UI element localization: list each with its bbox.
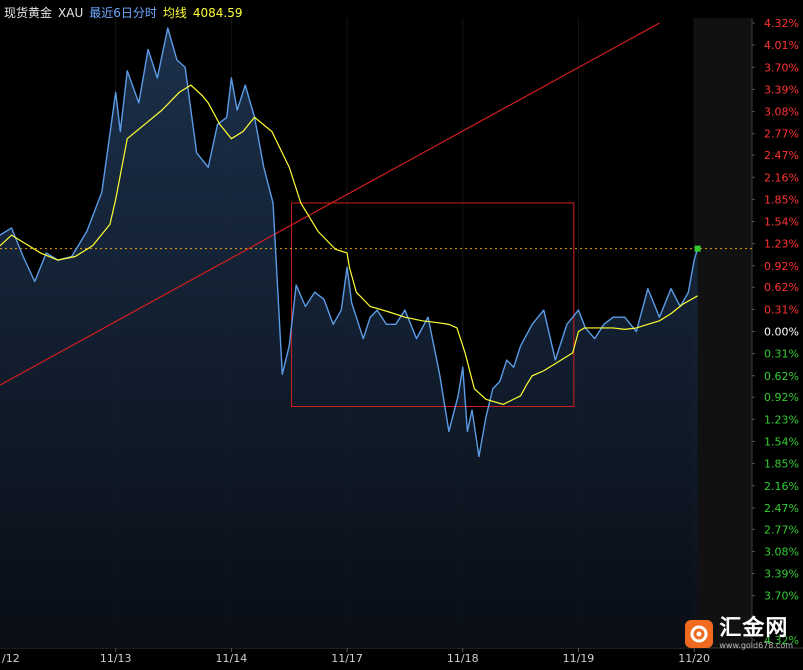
y-tick-label: 1.23% <box>764 413 799 426</box>
y-tick-label: 2.77% <box>764 523 799 536</box>
x-tick-label: 11/14 <box>216 652 248 665</box>
logo-name: 汇金网 <box>719 616 789 641</box>
last-price-marker <box>694 245 701 252</box>
logo-url: www.gold678.com <box>719 641 793 650</box>
y-tick-label: 0.92% <box>764 391 799 404</box>
y-tick-label: 0.31% <box>764 303 799 316</box>
x-tick-label: 11/17 <box>331 652 363 665</box>
instrument-name: 现货黄金 <box>4 6 53 20</box>
ma-label: 均线 <box>162 6 187 20</box>
logo-icon <box>685 620 714 648</box>
y-tick-label: 0.00% <box>764 326 799 339</box>
annotation-box <box>291 202 575 407</box>
ma-line <box>0 84 698 405</box>
y-tick-label: 1.85% <box>764 193 799 206</box>
last-price: 4084.59 <box>192 6 243 20</box>
y-tick-label: 4.32% <box>764 17 799 30</box>
x-tick-label: 11/20 <box>678 652 710 665</box>
x-tick-label: 11/19 <box>563 652 595 665</box>
future-session-area <box>694 18 752 648</box>
y-tick-label: 4.01% <box>764 39 799 52</box>
y-tick-label: 3.39% <box>764 83 799 96</box>
period-label: 最近6日分时 <box>89 6 157 20</box>
y-tick-label: 1.54% <box>764 216 799 229</box>
chart-header: 现货黄金 XAU 最近6日分时 均线 4084.59 <box>4 4 249 21</box>
y-tick-label: 3.70% <box>764 61 799 74</box>
x-tick-label: 11/13 <box>100 652 132 665</box>
y-tick-label: 4.32% <box>764 634 799 647</box>
x-tick-label: /12 <box>2 652 20 665</box>
y-tick-label: 2.16% <box>764 171 799 184</box>
instrument-code: XAU <box>58 6 84 20</box>
y-tick-label: 0.62% <box>764 281 799 294</box>
trend-line <box>0 22 660 386</box>
y-tick-label: 1.54% <box>764 435 799 448</box>
y-tick-label: 0.92% <box>764 260 799 273</box>
y-tick-label: 2.47% <box>764 149 799 162</box>
y-tick-label: 0.31% <box>764 348 799 361</box>
y-tick-label: 3.08% <box>764 106 799 119</box>
y-tick-label: 1.85% <box>764 458 799 471</box>
y-tick-label: 0.62% <box>764 370 799 383</box>
y-tick-label: 2.77% <box>764 128 799 141</box>
price-area <box>0 27 698 649</box>
y-tick-label: 2.16% <box>764 480 799 493</box>
y-tick-label: 2.47% <box>764 502 799 515</box>
gold678-logo: 汇金网 www.gold678.com <box>685 618 793 650</box>
price-line <box>0 27 699 458</box>
y-tick-label: 1.23% <box>764 238 799 251</box>
y-tick-label: 3.70% <box>764 590 799 603</box>
x-tick-label: 11/18 <box>447 652 479 665</box>
y-tick-label: 3.08% <box>764 545 799 558</box>
y-tick-label: 3.39% <box>764 568 799 581</box>
